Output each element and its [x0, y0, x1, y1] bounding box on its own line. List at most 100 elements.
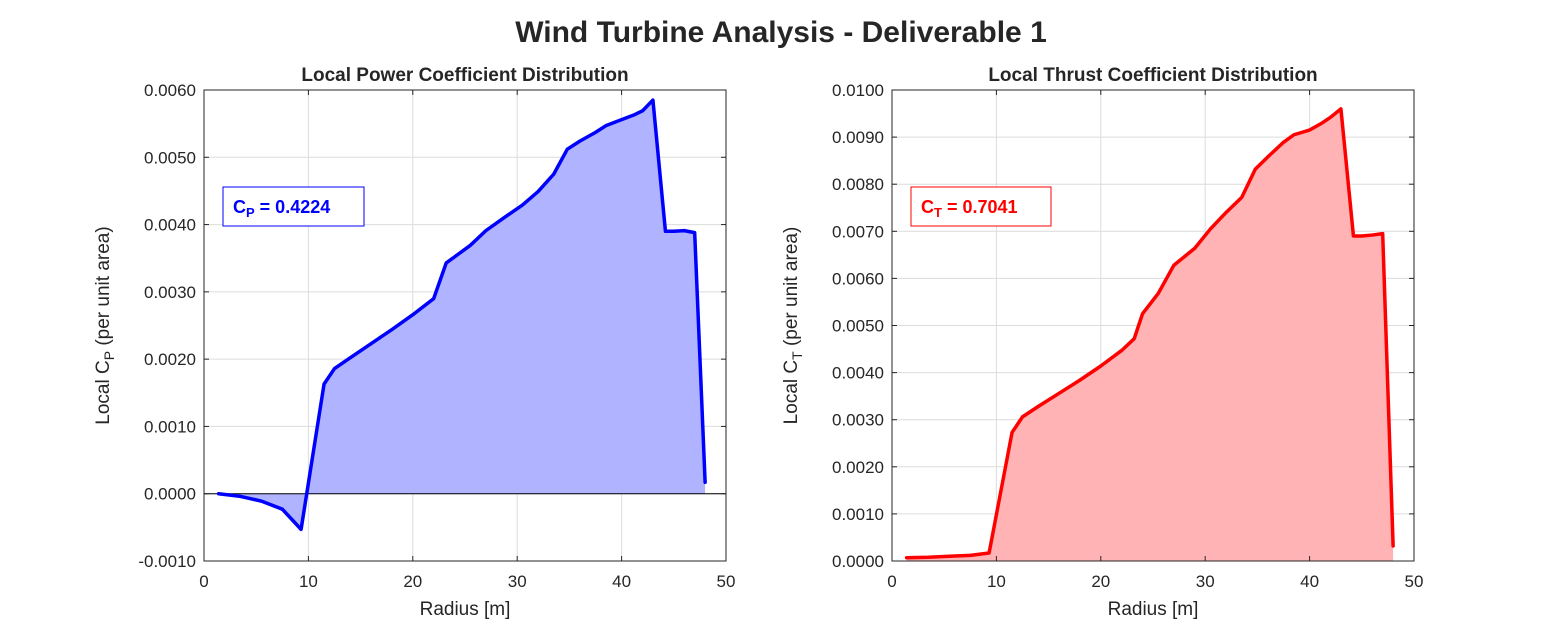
annotation-symbol: C [921, 197, 934, 217]
y-axis-label-subscript: T [789, 351, 805, 360]
data-point [1058, 392, 1061, 395]
data-point [370, 342, 373, 345]
annotation-value: = 0.4224 [260, 197, 331, 217]
data-point [432, 297, 435, 300]
data-point [411, 313, 414, 316]
data-point [683, 229, 686, 232]
data-point [633, 113, 636, 116]
annotation-subscript: P [246, 205, 255, 220]
x-tick-label: 20 [403, 572, 422, 591]
data-point [239, 495, 242, 498]
x-axis-label: Radius [m] [1108, 599, 1199, 620]
y-tick-label: 0.0060 [832, 269, 884, 288]
annotation-text: CP = 0.4224 [233, 197, 330, 220]
chart-title: Local Power Coefficient Distribution [301, 65, 628, 86]
y-axis-label-main: Local C [781, 360, 802, 424]
data-point [1339, 107, 1342, 110]
y-tick-label: 0.0070 [832, 222, 884, 241]
chart-title: Local Thrust Coefficient Distribution [988, 65, 1317, 86]
data-point [1011, 431, 1014, 434]
x-tick-label: 50 [1405, 572, 1424, 591]
data-point [641, 109, 644, 112]
y-tick-label: 0.0010 [144, 417, 196, 436]
y-axis-label: Local CP (per unit area) [93, 226, 117, 424]
data-point [1120, 349, 1123, 352]
data-point [537, 190, 540, 193]
y-axis-label-units: (per unit area) [93, 226, 114, 351]
data-point [300, 528, 303, 531]
data-point [1308, 129, 1311, 132]
data-point [1292, 133, 1295, 136]
data-point [1037, 405, 1040, 408]
data-point [1254, 168, 1257, 171]
series-line [904, 107, 1395, 560]
y-axis-label-subscript: P [101, 351, 117, 360]
data-point [1240, 196, 1243, 199]
data-point [1266, 155, 1269, 158]
data-point [1360, 235, 1363, 238]
data-point [1021, 415, 1024, 418]
y-tick-label: 0.0090 [832, 128, 884, 147]
x-tick-label: 0 [887, 572, 896, 591]
x-tick-label: 20 [1091, 572, 1110, 591]
data-point [1172, 264, 1175, 267]
data-point [390, 328, 393, 331]
series-line [216, 98, 707, 532]
data-point [1392, 544, 1395, 547]
x-tick-label: 10 [299, 572, 318, 591]
y-axis-label-main: Local C [93, 360, 114, 424]
x-tick-label: 40 [612, 572, 631, 591]
coefficient-annotation: CP = 0.4224 [222, 186, 365, 227]
figure-title: Wind Turbine Analysis - Deliverable 1 [515, 16, 1047, 49]
data-point [905, 556, 908, 559]
data-point [1209, 227, 1212, 230]
x-tick-label: 50 [717, 572, 736, 591]
chart-1: 0 10 20 30 40 50 -0.0010 0.0000 0.0010 0.0020 0.00… [93, 65, 735, 620]
data-point [469, 244, 472, 247]
annotation-subscript: T [934, 205, 942, 220]
data-point [566, 148, 569, 151]
data-point [594, 131, 597, 134]
y-tick-label: 0.0000 [832, 552, 884, 571]
y-tick-label: 0.0030 [832, 411, 884, 430]
annotation-value: = 0.7041 [947, 197, 1018, 217]
data-point [445, 261, 448, 264]
y-tick-label: 0.0050 [832, 317, 884, 336]
y-axis-label-units: (per unit area) [781, 227, 802, 352]
data-point [1329, 116, 1332, 119]
data-point [1321, 121, 1324, 124]
data-point [1381, 232, 1384, 235]
x-tick-label: 40 [1300, 572, 1319, 591]
data-point [704, 481, 707, 484]
y-tick-label: 0.0050 [144, 148, 196, 167]
y-tick-label: 0.0040 [832, 364, 884, 383]
data-point [1099, 365, 1102, 368]
y-tick-label: -0.0010 [138, 552, 196, 571]
data-point [333, 367, 336, 370]
data-point [604, 124, 607, 127]
annotation-box [910, 186, 1052, 227]
area-fill [906, 108, 1394, 561]
data-point [552, 173, 555, 176]
data-point [578, 140, 581, 143]
y-tick-label: 0.0000 [144, 485, 196, 504]
y-tick-label: 0.0080 [832, 175, 884, 194]
data-point [693, 231, 696, 234]
data-point [651, 99, 654, 102]
chart-2: 0 10 20 30 40 50 0.0000 0.0010 0.0020 0.0030 0.004… [781, 65, 1423, 620]
data-point [281, 508, 284, 511]
annotation-symbol: C [233, 197, 246, 217]
data-point [1133, 337, 1136, 340]
data-point [1193, 247, 1196, 250]
y-tick-label: 0.0030 [144, 283, 196, 302]
y-tick-label: 0.0010 [832, 505, 884, 524]
x-tick-label: 0 [199, 572, 208, 591]
axes-box [203, 89, 727, 562]
annotation-text: CT = 0.7041 [921, 197, 1018, 220]
data-point [969, 554, 972, 557]
data-point [453, 255, 456, 258]
data-point [217, 492, 220, 495]
x-tick-label: 30 [508, 572, 527, 591]
